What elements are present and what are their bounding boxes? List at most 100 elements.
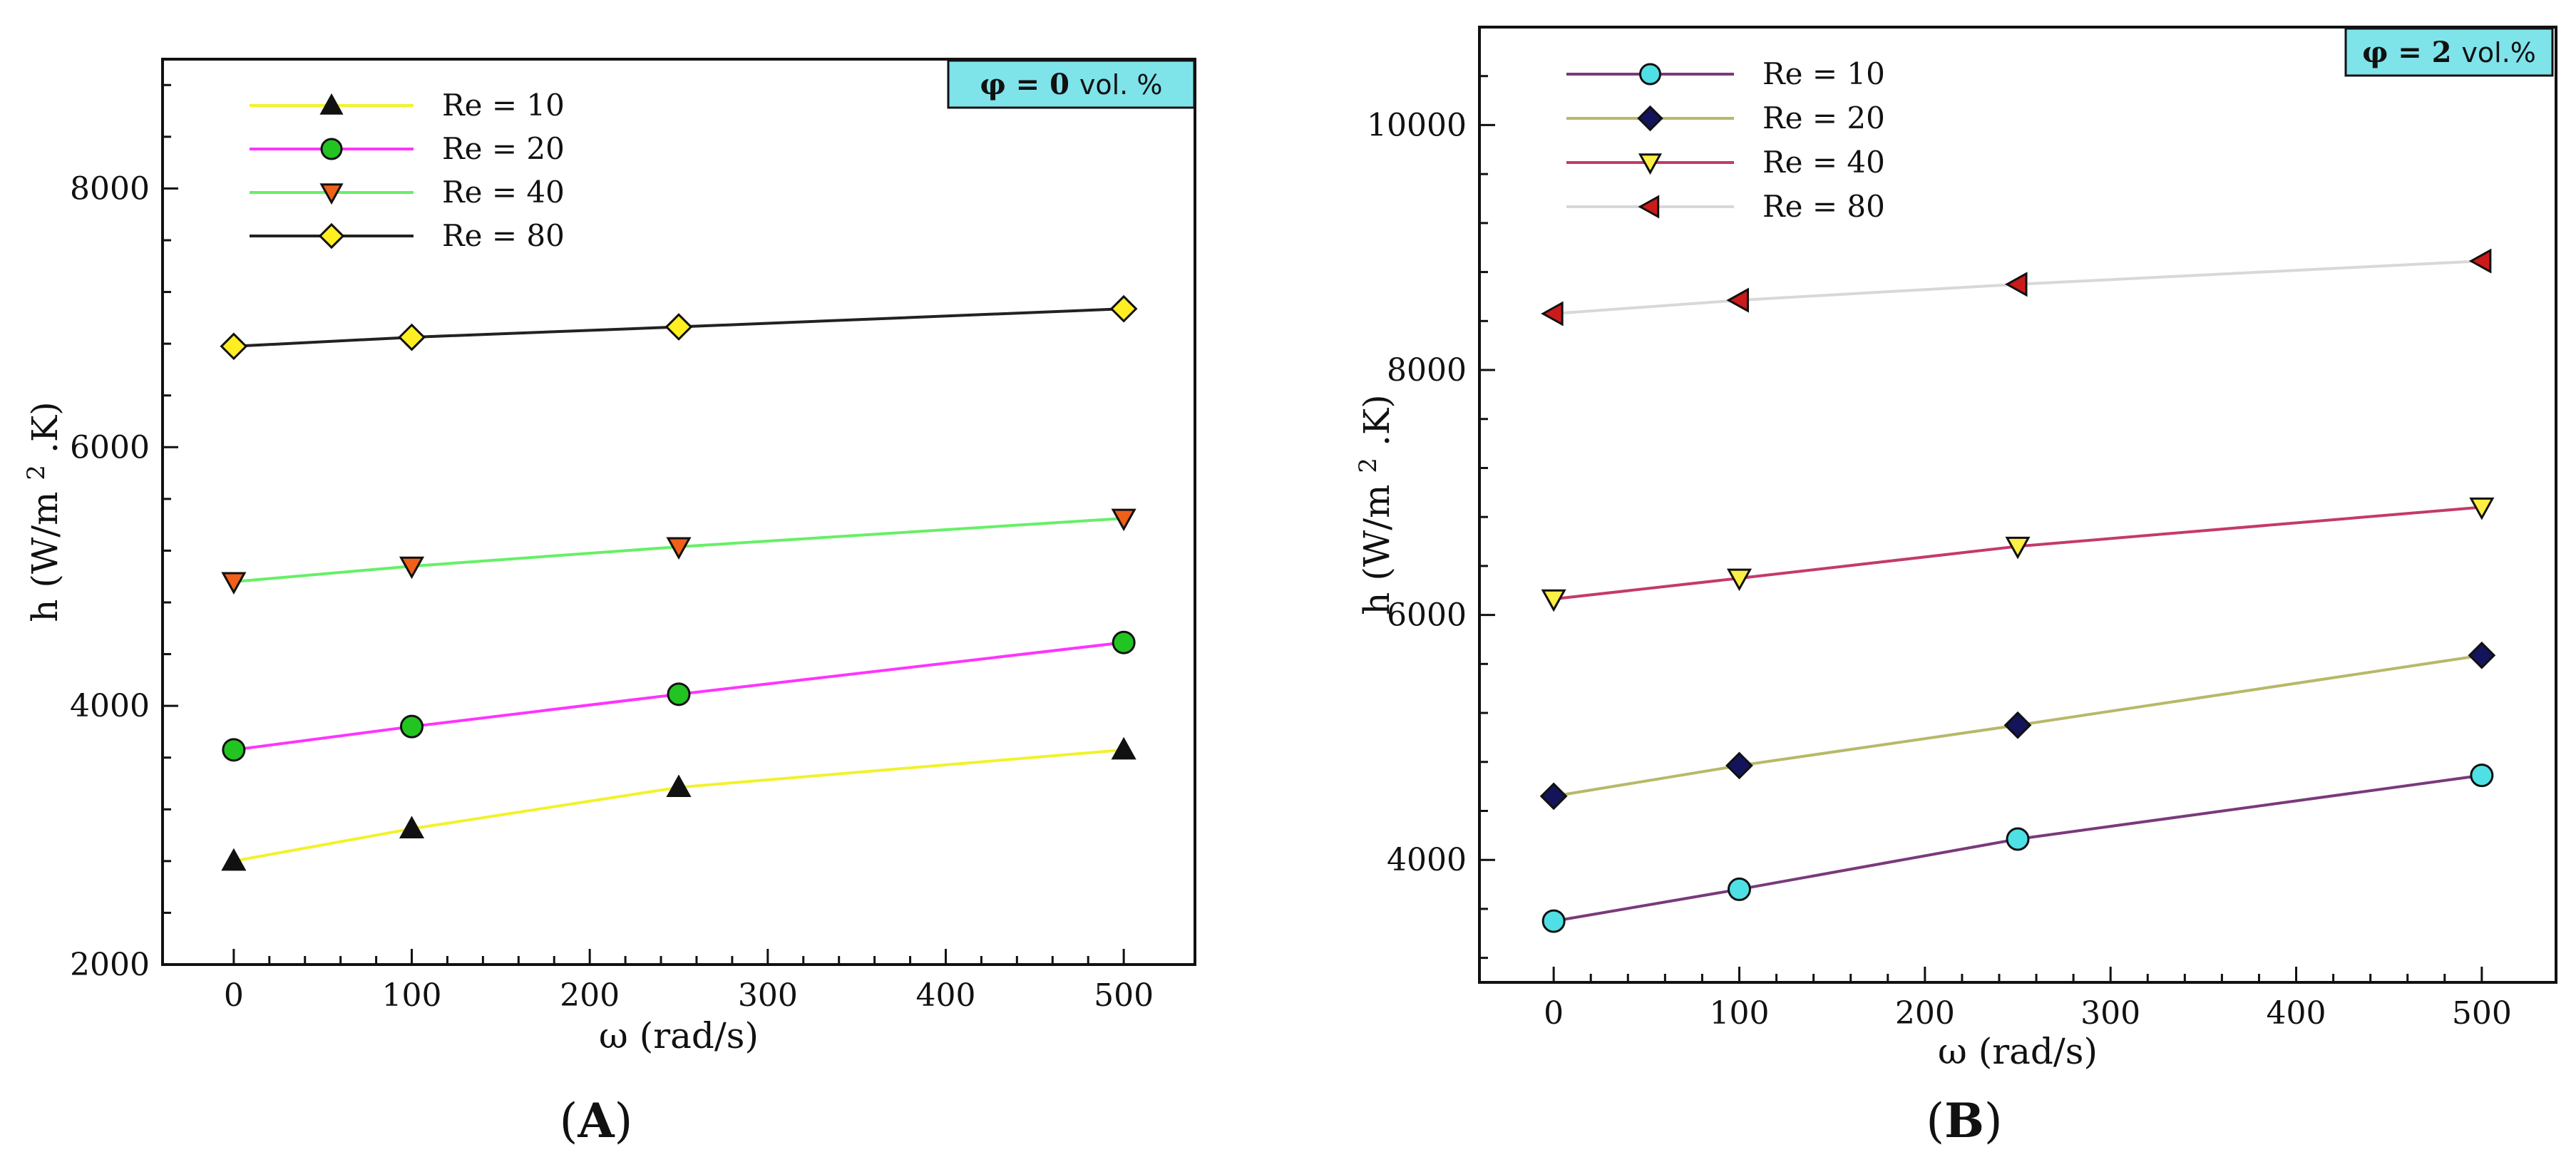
data-point-marker bbox=[2468, 641, 2496, 669]
y-tick-label: 8000 bbox=[1387, 352, 1467, 389]
y-tick-label: 4000 bbox=[70, 688, 150, 724]
x-tick-label: 300 bbox=[738, 977, 798, 1014]
plot-frame bbox=[1478, 26, 2557, 984]
panel-label-open-paren: ( bbox=[560, 1094, 578, 1148]
x-tick-label: 200 bbox=[560, 977, 620, 1014]
y-axis-title: h (W/m 2 .K) bbox=[1354, 394, 1397, 615]
legend-label: Re = 40 bbox=[442, 175, 565, 210]
panel-a-chart: 0 100 200 300 400 500 2000 4000 6000 8000 ω (rad/s… bbox=[22, 58, 1196, 1148]
data-point-marker bbox=[400, 714, 424, 739]
panel-label-letter: A bbox=[577, 1093, 615, 1148]
panel-label: (B) bbox=[1926, 1093, 2002, 1148]
y-axis-title-superscript: 2 bbox=[1354, 458, 1382, 473]
data-point-marker bbox=[1541, 589, 1566, 612]
x-tick-label: 400 bbox=[915, 977, 975, 1014]
y-tick-label: 2000 bbox=[70, 947, 150, 983]
data-point-marker bbox=[222, 738, 246, 762]
x-tick-label: 100 bbox=[382, 977, 442, 1014]
data-point-marker bbox=[666, 774, 692, 797]
data-point-marker bbox=[2003, 711, 2032, 739]
data-point-marker bbox=[666, 537, 692, 560]
x-tick-label: 400 bbox=[2267, 995, 2326, 1032]
legend-marker bbox=[319, 93, 344, 115]
data-point-marker bbox=[2469, 497, 2495, 520]
data-point-marker bbox=[2004, 272, 2028, 297]
data-point-marker bbox=[1726, 568, 1753, 592]
y-axis-title-main: h (W/m bbox=[24, 480, 66, 622]
series-line-re-80 bbox=[1553, 259, 2482, 315]
y-axis-title-superscript: 2 bbox=[22, 465, 51, 480]
series-line-re-20 bbox=[233, 641, 1124, 751]
x-tick-label: 500 bbox=[2452, 995, 2512, 1032]
x-tick-label: 500 bbox=[1094, 977, 1154, 1014]
data-point-marker bbox=[1112, 630, 1136, 654]
legend-label: Re = 20 bbox=[442, 131, 565, 166]
phi-annotation-label: φ = 2 vol.% bbox=[2362, 36, 2536, 69]
data-point-marker bbox=[221, 848, 247, 871]
data-point-marker bbox=[398, 323, 426, 351]
legend-marker bbox=[1639, 63, 1661, 86]
x-tick-label: 0 bbox=[224, 977, 244, 1014]
phi-annotation-symbol: φ = 2 bbox=[2362, 36, 2461, 69]
y-axis-title-end: .K) bbox=[24, 401, 66, 465]
legend-marker bbox=[320, 138, 343, 160]
legend-marker bbox=[318, 222, 345, 250]
x-tick-label: 100 bbox=[1709, 995, 1769, 1032]
data-point-marker bbox=[1541, 909, 1566, 933]
legend-label: Re = 40 bbox=[1762, 145, 1885, 180]
data-point-marker bbox=[399, 816, 425, 838]
series-line-re-80 bbox=[233, 307, 1124, 348]
y-axis-title-end: .K) bbox=[1356, 394, 1397, 458]
legend-marker bbox=[1638, 153, 1663, 175]
data-point-marker bbox=[221, 572, 247, 595]
legend-marker bbox=[319, 183, 344, 205]
y-axis-title-main: h (W/m bbox=[1356, 473, 1397, 615]
data-point-marker bbox=[667, 682, 691, 706]
phi-annotation-label: φ = 0 vol. % bbox=[980, 68, 1163, 101]
series-line-re-40 bbox=[233, 517, 1124, 583]
x-tick-label: 0 bbox=[1544, 995, 1564, 1032]
panel-label-close-paren: ) bbox=[1984, 1094, 2003, 1148]
phi-annotation-box bbox=[2344, 27, 2554, 77]
data-point-marker bbox=[2470, 764, 2494, 788]
y-tick-label: 8000 bbox=[70, 170, 150, 207]
y-tick-label: 4000 bbox=[1387, 842, 1467, 878]
data-point-marker bbox=[399, 556, 425, 580]
data-point-marker bbox=[1727, 877, 1751, 901]
legend-label: Re = 10 bbox=[442, 88, 565, 123]
legend-label: Re = 20 bbox=[1762, 101, 1885, 135]
data-point-marker bbox=[1111, 736, 1136, 760]
legend-label: Re = 80 bbox=[1762, 189, 1885, 224]
data-point-marker bbox=[1726, 287, 1749, 313]
panel-label: (A) bbox=[560, 1093, 633, 1148]
y-tick-label: 6000 bbox=[1387, 597, 1467, 634]
y-tick-label: 6000 bbox=[70, 429, 150, 466]
legend-label: Re = 10 bbox=[1762, 56, 1885, 91]
data-point-marker bbox=[220, 332, 248, 361]
series-line-re-20 bbox=[1553, 654, 2483, 798]
panel-label-open-paren: ( bbox=[1926, 1094, 1944, 1148]
data-point-marker bbox=[2006, 827, 2030, 851]
data-point-marker bbox=[2005, 536, 2031, 560]
phi-annotation-box bbox=[947, 59, 1196, 109]
phi-annotation-unit: vol. % bbox=[1079, 69, 1163, 101]
data-point-marker bbox=[2468, 248, 2492, 274]
legend-marker bbox=[1638, 195, 1660, 219]
panel-b-chart: 0 100 200 300 400 500 4000 6000 8000 10000 ω (rad/… bbox=[1354, 26, 2557, 1148]
data-point-marker bbox=[1541, 301, 1564, 327]
data-point-marker bbox=[1725, 751, 1753, 780]
series-line-re-10 bbox=[233, 748, 1124, 863]
legend-marker bbox=[1637, 105, 1663, 132]
x-tick-label: 300 bbox=[2080, 995, 2140, 1032]
x-axis-title: ω (rad/s) bbox=[599, 1015, 759, 1057]
data-point-marker bbox=[1111, 508, 1136, 532]
legend-label: Re = 80 bbox=[442, 218, 565, 253]
series-line-re-10 bbox=[1553, 773, 2483, 923]
x-axis-title: ω (rad/s) bbox=[1938, 1031, 2098, 1072]
data-point-marker bbox=[664, 313, 693, 341]
phi-annotation-symbol: φ = 0 bbox=[980, 68, 1079, 101]
series-line-re-40 bbox=[1553, 505, 2483, 601]
panel-label-close-paren: ) bbox=[615, 1094, 633, 1148]
plot-frame bbox=[161, 58, 1196, 966]
